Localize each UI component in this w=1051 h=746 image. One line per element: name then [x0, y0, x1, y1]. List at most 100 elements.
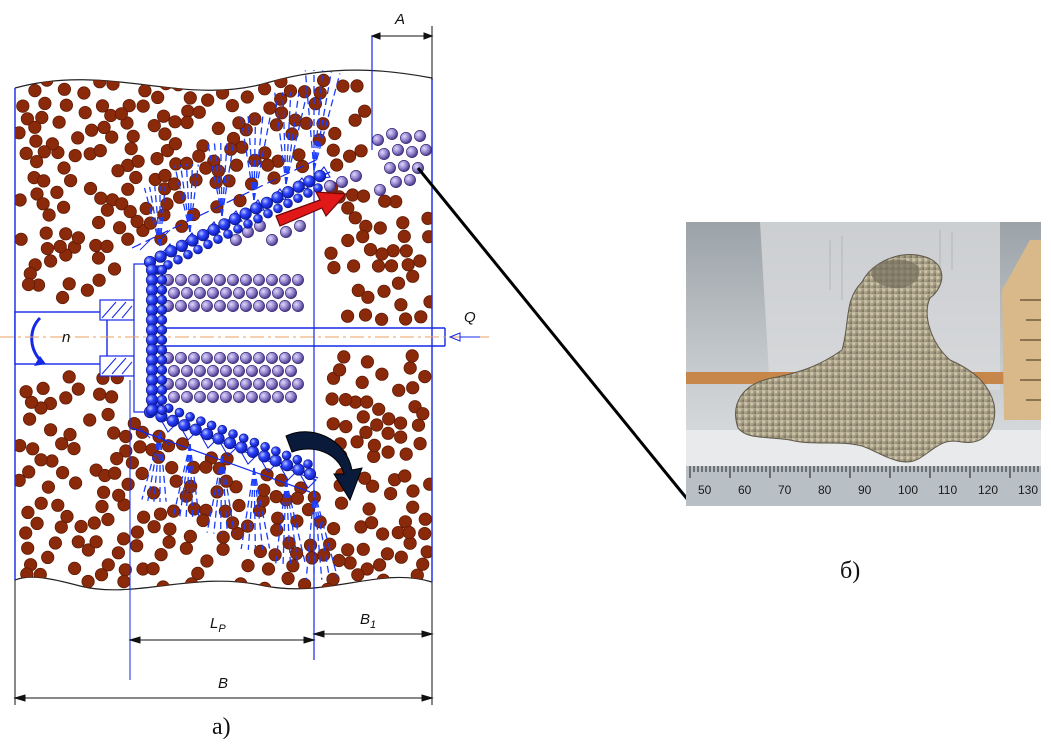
tool-particle — [156, 304, 168, 316]
tool-particle — [228, 429, 238, 439]
soil-particle — [396, 216, 410, 230]
tool-particle — [246, 445, 259, 458]
tool-particle — [283, 198, 293, 209]
tool-particle — [156, 294, 168, 306]
tool-particle — [292, 180, 305, 193]
soil-particle — [179, 541, 193, 555]
soil-particle — [351, 283, 365, 297]
soil-particle — [381, 426, 395, 440]
treated-particle — [372, 134, 384, 146]
soil-particle — [334, 496, 349, 510]
dimension-lines — [13, 26, 434, 705]
treated-particle — [292, 300, 304, 312]
flow-arrow-red — [275, 191, 348, 227]
treated-particle — [175, 300, 187, 312]
soil-particle — [126, 129, 140, 143]
tool-particle — [154, 250, 167, 263]
soil-particle — [15, 438, 27, 453]
soil-particle — [137, 510, 151, 524]
soil-particle — [199, 460, 213, 474]
tool-particle — [239, 207, 252, 220]
soil-particle — [222, 174, 236, 188]
soil-particle — [92, 215, 106, 230]
soil-particle — [40, 73, 54, 87]
soil-particle — [107, 426, 121, 440]
soil-particle — [377, 284, 391, 298]
soil-particle — [56, 200, 71, 214]
soil-particle — [83, 413, 97, 427]
caption-left: а) — [212, 714, 231, 740]
tool-particle — [193, 244, 203, 255]
soil-particle — [416, 407, 430, 421]
dim-label-lp-main: L — [210, 615, 218, 632]
soil-particle — [360, 355, 374, 369]
tool-particle — [260, 196, 273, 209]
treated-particle — [420, 144, 432, 156]
soil-particle — [19, 146, 33, 160]
soil-particle — [268, 548, 282, 562]
rotation-arrow — [285, 431, 363, 502]
soil-particle — [326, 572, 340, 586]
ruler-tick-label: 50 — [698, 483, 712, 497]
tool-particle — [156, 394, 168, 406]
soil-particle — [374, 312, 389, 326]
soil-particle — [133, 440, 147, 454]
tool-particle — [156, 324, 168, 336]
soil-particle — [292, 148, 306, 162]
soil-particle — [157, 109, 171, 123]
soil-particle — [150, 152, 164, 166]
tool-particle — [249, 437, 260, 448]
soil-particle — [152, 450, 166, 464]
soil-particle — [105, 130, 119, 144]
ruler-tick-label: 60 — [738, 483, 752, 497]
soil-particle — [234, 577, 248, 590]
soil-particle — [62, 277, 76, 291]
treated-particle — [227, 274, 239, 286]
treated-particle — [220, 365, 232, 377]
soil-particle — [59, 227, 73, 241]
soil-particle — [163, 522, 177, 536]
tool-particle — [235, 441, 248, 454]
soil-particle — [21, 505, 35, 520]
soil-particle — [183, 529, 197, 544]
soil-particle — [95, 499, 109, 514]
soil-particle — [131, 154, 145, 168]
soil-particle — [384, 259, 399, 273]
tool-particle — [213, 234, 223, 245]
soil-particle — [394, 550, 408, 564]
treated-particle — [384, 162, 396, 174]
treated-particle — [266, 352, 278, 364]
treated-particle — [414, 130, 426, 142]
soil-particle — [53, 239, 67, 254]
soil-particle — [52, 115, 66, 129]
soil-particle — [269, 489, 283, 504]
soil-particle — [28, 84, 42, 98]
soil-particle — [360, 395, 374, 409]
soil-particle — [158, 168, 172, 183]
tool-particle — [175, 239, 188, 252]
treated-particle — [175, 274, 187, 286]
soil-particle — [360, 562, 374, 576]
treated-particle — [227, 352, 239, 364]
soil-particle — [336, 79, 350, 93]
soil-particle — [399, 244, 413, 258]
treated-particle — [266, 234, 278, 246]
soil-particle — [117, 574, 131, 589]
soil-particle — [69, 476, 83, 490]
soil-particle — [91, 251, 106, 265]
soil-particle — [100, 239, 114, 253]
soil-particle — [138, 84, 152, 98]
treated-particle — [233, 365, 245, 377]
treated-particle — [188, 352, 200, 364]
soil-particle — [389, 195, 403, 209]
soil-particle — [64, 174, 78, 188]
soil-particle — [117, 532, 131, 546]
treated-particle — [398, 160, 410, 172]
soil-particle — [391, 276, 406, 290]
soil-particle — [23, 412, 37, 426]
soil-particle — [406, 500, 420, 514]
soil-particle — [394, 430, 408, 444]
soil-particle — [130, 525, 144, 539]
tool-particle — [201, 428, 214, 441]
treated-particle — [181, 391, 193, 403]
